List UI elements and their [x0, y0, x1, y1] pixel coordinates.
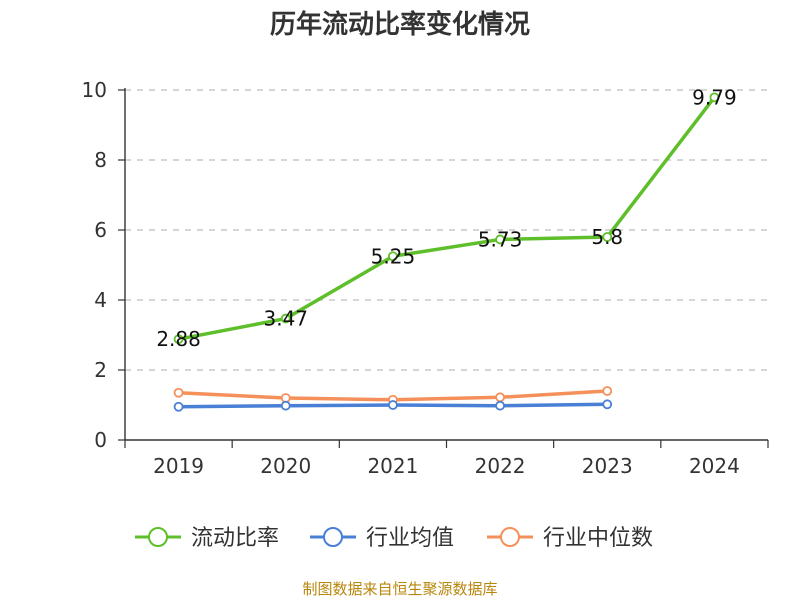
data-label: 5.73	[478, 227, 523, 251]
y-tick-label: 10	[82, 78, 107, 102]
data-point	[280, 313, 291, 324]
x-tick-label: 2024	[689, 454, 740, 478]
x-tick-label: 2019	[153, 454, 204, 478]
data-point	[388, 251, 398, 262]
x-tick-label: 2023	[582, 454, 633, 478]
data-point	[495, 392, 505, 403]
legend-marker	[148, 527, 168, 547]
data-label: 5.8	[591, 225, 623, 249]
data-point	[495, 234, 505, 245]
data-point	[280, 400, 291, 411]
y-tick-label: 8	[94, 148, 107, 172]
data-label: 9.79	[692, 85, 737, 109]
y-tick-label: 4	[94, 288, 107, 312]
axes: 0 2 4 6 8 10 2019 2020 2021 2022 2023 2024	[82, 78, 769, 478]
legend-label: 行业中位数	[543, 526, 653, 551]
x-tick-label: 2022	[475, 454, 526, 478]
source-note: 制图数据来自恒生聚源数据库	[302, 580, 498, 598]
legend-label: 流动比率	[191, 526, 279, 551]
legend-item: 流动比率	[135, 526, 279, 551]
legend-marker	[500, 527, 520, 547]
data-point	[280, 393, 291, 403]
grid-lines	[125, 89, 768, 371]
data-label: 2.88	[156, 327, 201, 351]
data-point	[709, 92, 720, 103]
data-point	[173, 334, 184, 345]
legend-marker	[323, 527, 343, 547]
series-line	[176, 95, 717, 341]
data-point	[173, 387, 184, 398]
chart-title: 历年流动比率变化情况	[269, 10, 530, 40]
data-point	[602, 386, 613, 396]
series	[173, 92, 720, 412]
data-point	[388, 400, 398, 410]
data-point	[602, 232, 613, 242]
legend: 流动比率 行业均值 行业中位数	[135, 526, 653, 551]
y-tick-label: 6	[94, 218, 107, 242]
x-tick-label: 2020	[260, 454, 311, 478]
y-tick-label: 2	[94, 358, 107, 382]
data-point	[495, 400, 505, 411]
data-labels: 2.88 3.47 5.25 5.73 5.8 9.79	[156, 85, 736, 351]
y-tick-label: 0	[94, 428, 107, 452]
legend-item: 行业中位数	[487, 526, 653, 551]
legend-label: 行业均值	[366, 526, 454, 551]
x-tick-label: 2021	[367, 454, 418, 478]
data-label: 5.25	[371, 244, 416, 268]
legend-item: 行业均值	[310, 526, 454, 551]
data-point	[173, 401, 184, 412]
data-point	[602, 399, 613, 410]
data-label: 3.47	[263, 307, 308, 331]
